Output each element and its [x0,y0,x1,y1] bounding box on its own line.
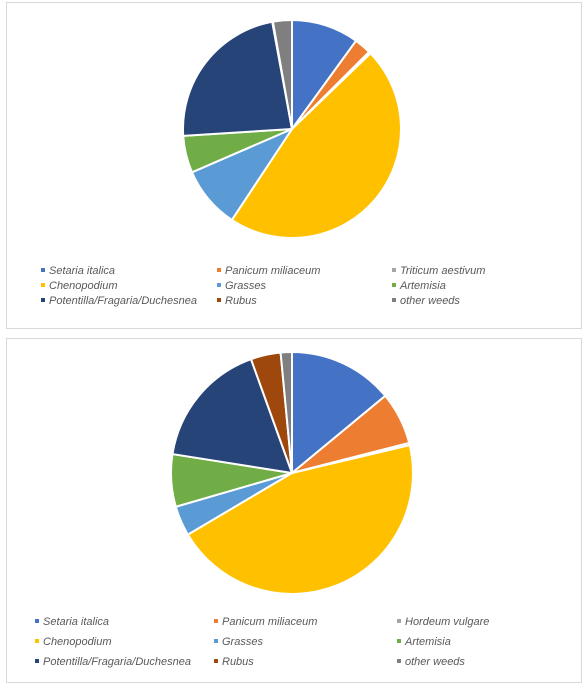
pie-slice-b-6 [171,357,294,475]
legend-label: Panicum miliaceum [222,616,317,628]
legend-swatch [392,283,396,287]
legend-swatch [397,659,401,663]
pie-slice-b-3 [186,443,414,595]
legend-swatch [392,298,396,302]
legend-label: Setaria italica [43,616,109,628]
legend-label: Panicum miliaceum [225,265,320,277]
legend-swatch [35,639,39,643]
legend-label: other weeds [400,295,460,307]
legend-label: other weeds [405,656,465,668]
legend-swatch [397,619,401,623]
legend-label: Artemisia [399,280,446,292]
legend-label: Artemisia [404,636,451,648]
legend-swatch [41,283,45,287]
legend-swatch [41,268,45,272]
legend-label: Triticum aestivum [400,265,485,277]
legend-label: Rubus [222,656,254,668]
legend-label: Rubus [225,295,257,307]
legend-swatch [217,298,221,302]
legend-swatch [214,639,218,643]
pie-slice-b-0 [291,350,387,476]
legend-label: Potentilla/Fragaria/Duchesnea [43,656,191,668]
legend-swatch [35,659,39,663]
chart-panel-b: Setaria italica Panicum miliaceum Hordeum … [6,338,582,683]
legend-swatch [217,283,221,287]
legend-swatch [214,619,218,623]
pie-slice-b-8 [279,350,293,474]
legend-swatch [392,268,396,272]
chart-panel-a: Setaria italica Panicum miliaceum Triticum… [6,2,582,329]
legend-label: Potentilla/Fragaria/Duchesnea [49,295,197,307]
legend-swatch [217,268,221,272]
pie-slice-a-8 [271,18,293,130]
pie-slice-a-6 [182,20,294,137]
legend-label: Chenopodium [49,280,118,292]
legend-label: Grasses [222,636,263,648]
pie-chart-a: Setaria italica Panicum miliaceum Triticum… [41,18,485,307]
legend-swatch [214,659,218,663]
legend-label: Setaria italica [49,265,115,277]
legend-swatch [41,298,45,302]
legend-swatch [397,639,401,643]
legend-label: Chenopodium [43,636,112,648]
legend-label: Hordeum vulgare [405,616,489,628]
legend-label: Grasses [225,280,266,292]
pie-slice-a-3 [230,51,402,239]
pie-chart-b: Setaria italica Panicum miliaceum Hordeum … [35,350,489,668]
legend-swatch [35,619,39,623]
